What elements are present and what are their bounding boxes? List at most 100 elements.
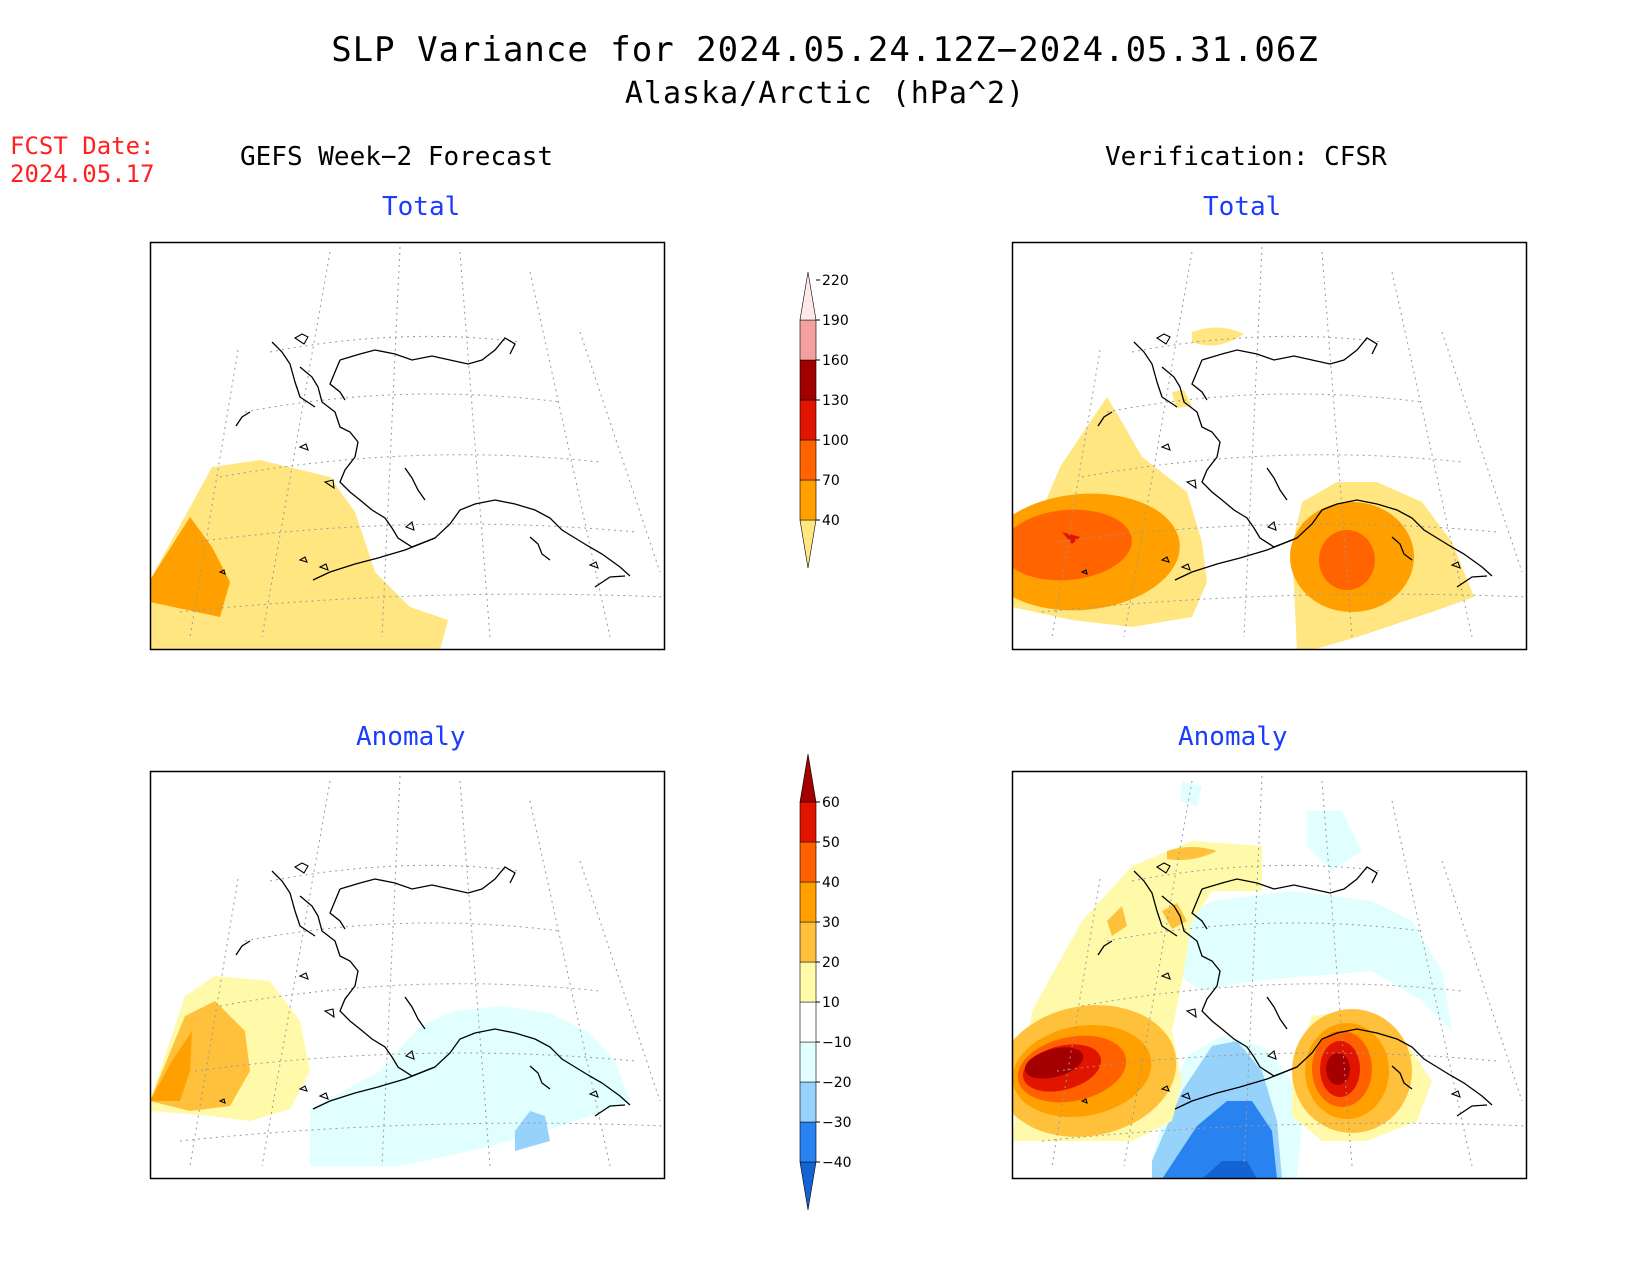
colorbar-swatch [799, 479, 817, 521]
island-outline [298, 972, 309, 980]
colorbar-tick-label: 100 [822, 433, 849, 449]
colorbar-tick-label: 30 [822, 915, 840, 931]
graticule-line [261, 780, 331, 1167]
island-outline [218, 1098, 226, 1104]
graticule-line [381, 775, 401, 1167]
colorbar-tick-label: 130 [822, 393, 849, 409]
graticule-line [1243, 246, 1263, 638]
colorbar-tick-label: 50 [822, 835, 840, 851]
colorbar-tick-label: −10 [822, 1035, 852, 1051]
colorbar-swatch [799, 1001, 817, 1043]
graticule-line [1106, 922, 1423, 942]
contour-region [310, 1006, 630, 1166]
graticule-line [1106, 393, 1423, 413]
contour-region [1202, 1161, 1257, 1179]
island-outline [218, 569, 226, 575]
island-outline [1185, 479, 1197, 490]
coastline [1391, 536, 1413, 561]
colorbar-swatch [799, 1161, 817, 1211]
coastline [299, 366, 631, 577]
colorbar-swatch [799, 921, 817, 963]
island-outline [1080, 1098, 1088, 1104]
contour-region [1162, 891, 1452, 1031]
island-outline [293, 333, 309, 345]
colorbar-swatch [799, 399, 817, 441]
coastline [1201, 866, 1378, 894]
cfsr-anomaly-title: Anomaly [1178, 722, 1288, 752]
contour-region [1024, 1047, 1084, 1079]
colorbar-tick-label: 220 [822, 273, 849, 289]
coastline [1174, 1066, 1298, 1110]
coastline [312, 537, 436, 581]
island-outline [1160, 972, 1171, 980]
coastline [339, 866, 516, 894]
colorbar-tick-label: −40 [822, 1155, 852, 1171]
colorbar-tick-label: −20 [822, 1075, 852, 1091]
graticule-line [1041, 593, 1527, 613]
gefs-total-title: Total [382, 192, 461, 222]
island-outline [1180, 563, 1191, 571]
coastline [1174, 537, 1298, 581]
coastline [1097, 940, 1113, 956]
coastline [339, 337, 516, 365]
coastline [1133, 870, 1178, 937]
contour-region [1167, 847, 1217, 860]
coastline [1456, 1104, 1488, 1117]
map-frame [149, 241, 666, 651]
island-outline [1160, 443, 1171, 451]
island-outline [323, 1008, 335, 1019]
island-outline [1160, 1085, 1170, 1092]
coastline [404, 467, 426, 501]
island-outline [588, 561, 599, 569]
coastline [329, 888, 346, 930]
colorbar-swatch [799, 801, 817, 843]
coastline [1133, 341, 1178, 408]
graticule-line [194, 1052, 636, 1072]
graticule-line [1123, 251, 1193, 638]
colorbar-swatch [799, 753, 817, 803]
island-outline [293, 862, 309, 874]
map-frame [1011, 241, 1528, 651]
fcst-date: 2024.05.17 [10, 160, 155, 188]
fcst-label: FCST Date: [10, 132, 155, 160]
colorbar-tick-label: 70 [822, 473, 840, 489]
graticule-line [459, 251, 491, 638]
island-outline [1450, 1090, 1461, 1098]
contour-region [1012, 509, 1132, 581]
coastline [529, 536, 551, 561]
graticule-line [579, 860, 661, 1102]
coastline [235, 940, 251, 956]
coastline [1191, 359, 1208, 401]
contour-region [1307, 811, 1362, 871]
contour-region [1107, 906, 1127, 936]
colorbar-swatch [799, 881, 817, 923]
graticule-line [381, 246, 401, 638]
contour-region [150, 1031, 192, 1101]
island-outline [1080, 569, 1088, 575]
graticule-line [194, 523, 636, 543]
contour-region [1162, 903, 1187, 929]
graticule-line [189, 878, 239, 1167]
coastline [1391, 1065, 1413, 1090]
island-outline [404, 1050, 415, 1060]
graticule-line [529, 271, 611, 638]
colorbar-swatch [799, 319, 817, 361]
gefs-total-map [149, 241, 666, 651]
island-outline [1155, 862, 1171, 874]
contour-region [1180, 781, 1202, 806]
island-outline [1185, 1008, 1197, 1019]
graticule-line [244, 393, 561, 413]
graticule-line [1441, 860, 1523, 1102]
gefs-anomaly-title: Anomaly [356, 722, 466, 752]
island-outline [588, 1090, 599, 1098]
graticule-line [189, 349, 239, 638]
island-outline [298, 443, 309, 451]
island-outline [298, 556, 308, 563]
colorbar-tick-label: 190 [822, 313, 849, 329]
colorbar-tick-label: 10 [822, 995, 840, 1011]
coastline [1266, 996, 1288, 1030]
right-column-title: Verification: CFSR [1105, 142, 1387, 172]
coastline [235, 411, 251, 427]
graticule-line [1081, 454, 1463, 478]
island-outline [323, 479, 335, 490]
